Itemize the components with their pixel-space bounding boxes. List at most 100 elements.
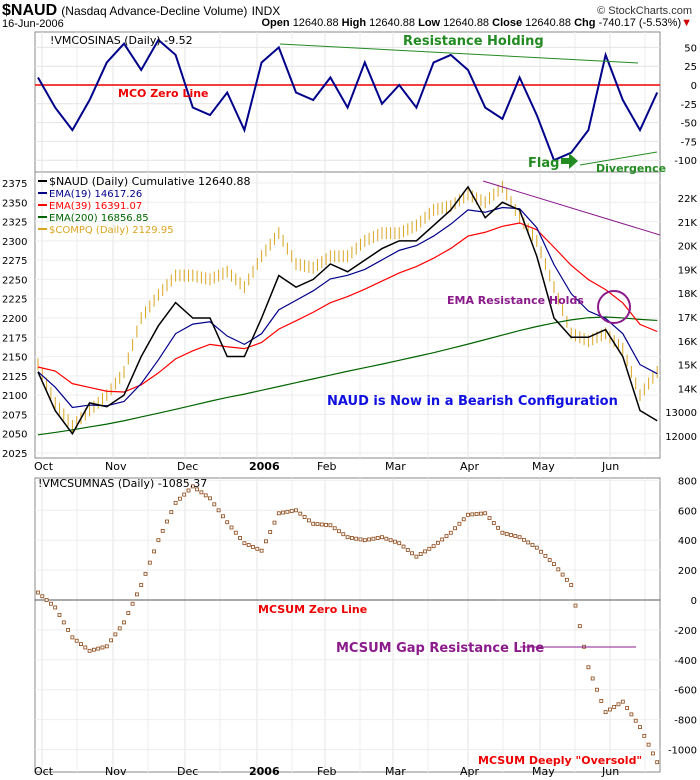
mcsum-point xyxy=(509,533,513,537)
y-tick-label: 0 xyxy=(691,81,697,92)
mcsum-point xyxy=(255,546,260,551)
legend-label: EMA(39) 16391.07 xyxy=(49,201,142,212)
mcsum-point xyxy=(165,519,169,524)
mcsum-point xyxy=(104,644,109,649)
right-tick-label: 15K xyxy=(678,361,698,372)
mcsum-point xyxy=(130,601,135,606)
right-tick-label: 13000 xyxy=(665,408,697,419)
mcsum-point xyxy=(311,521,316,526)
mcsum-point xyxy=(208,496,212,501)
down-arrow-icon: ▼ xyxy=(681,17,692,29)
panel-1 xyxy=(34,31,661,173)
left-tick-label: 2250 xyxy=(2,275,27,286)
x-tick-label: Nov xyxy=(105,765,127,778)
mcsum-point xyxy=(539,549,543,554)
mcsum-point xyxy=(315,522,320,527)
y-tick-label: 200 xyxy=(678,566,697,577)
mcsum-point xyxy=(294,508,298,513)
close-label: Close xyxy=(492,17,523,29)
mcsum-point xyxy=(522,537,526,542)
mcsum-point xyxy=(53,605,58,610)
left-tick-label: 2350 xyxy=(2,198,27,209)
mcsum-point xyxy=(418,552,423,556)
annotation-oversold: MCSUM Deeply "Oversold" xyxy=(478,754,642,767)
right-tick-label: 20K xyxy=(678,242,698,253)
mcsum-point xyxy=(354,536,359,541)
mcsum-point xyxy=(435,540,440,545)
y-tick-label: 600 xyxy=(678,506,697,517)
mcsum-point xyxy=(246,543,251,547)
legend-label: $COMPQ (Daily) 2129.95 xyxy=(49,225,174,236)
mcsum-point xyxy=(629,712,634,717)
mcsum-point xyxy=(160,528,165,533)
left-tick-label: 2275 xyxy=(2,256,27,267)
mcsum-point xyxy=(70,635,75,640)
annotation-gap-resistance: MCSUM Gap Resistance Line xyxy=(336,641,544,656)
right-tick-label: 18K xyxy=(678,289,698,300)
mcsum-point xyxy=(453,526,458,531)
mcsum-point xyxy=(173,500,178,505)
left-tick-label: 2175 xyxy=(2,333,27,344)
x-tick-label: Feb xyxy=(317,765,336,778)
right-tick-label: 22K xyxy=(678,194,698,205)
mcsum-point xyxy=(612,704,617,709)
mcsum-point xyxy=(483,511,488,516)
resistance-trendline xyxy=(279,43,639,64)
legend-swatch xyxy=(38,216,47,218)
ema-resistance-circle xyxy=(597,290,631,324)
high-label: High xyxy=(341,17,367,29)
annotation-divergence: Divergence xyxy=(596,162,666,175)
mcsum-point xyxy=(573,603,578,608)
mcsum-point xyxy=(195,487,200,492)
legend-label: EMA(200) 16856.85 xyxy=(49,213,149,224)
left-tick-label: 2225 xyxy=(2,295,27,306)
mcsum-point xyxy=(427,546,432,551)
x-tick-label: Oct xyxy=(34,460,54,473)
y-tick-label: 0 xyxy=(691,596,697,607)
x-tick-label: Mar xyxy=(385,765,406,778)
series-ema-39- xyxy=(37,222,658,393)
mcsum-point xyxy=(40,594,45,599)
y-tick-label: -50 xyxy=(681,119,697,130)
x-tick-label: Nov xyxy=(105,460,127,473)
chart-date: 16-Jun-2006 xyxy=(2,18,64,30)
mcsum-point xyxy=(642,733,647,738)
y-tick-label: 800 xyxy=(678,476,697,487)
mcsum-point xyxy=(324,522,329,527)
x-tick-label: 2006 xyxy=(249,765,280,778)
mcsum-point xyxy=(633,718,638,723)
mcsum-point xyxy=(392,539,397,544)
mcsum-point xyxy=(233,530,238,535)
y-tick-label: 50 xyxy=(684,43,697,54)
mcsum-point xyxy=(470,512,475,517)
mcsum-point xyxy=(388,538,393,543)
mcsum-point xyxy=(96,646,101,651)
legend-label: $NAUD (Daily) Cumulative 12640.88 xyxy=(49,175,250,188)
panel-2 xyxy=(34,171,661,459)
x-tick-label: Dec xyxy=(177,460,198,473)
mco-line xyxy=(37,38,659,162)
mco-legend: !VMCOSINAS (Daily) -9.52 xyxy=(50,34,193,47)
mcsum-point xyxy=(276,511,281,516)
mcsum-point xyxy=(229,525,234,530)
open-value: 12640.88 xyxy=(292,17,339,29)
mcsum-legend: !VMCSUMNAS (Daily) -1085.37 xyxy=(38,477,207,490)
mcsum-point xyxy=(263,539,268,544)
mcsum-point xyxy=(362,538,367,543)
x-tick-label: Apr xyxy=(460,765,480,778)
y-tick-label: 400 xyxy=(678,536,697,547)
mcsum-point xyxy=(49,601,53,606)
x-tick-label: May xyxy=(532,765,555,778)
mcsum-point xyxy=(461,517,466,522)
right-tick-label: 21K xyxy=(678,218,698,229)
left-tick-label: 2150 xyxy=(2,353,27,364)
x-tick-label: Oct xyxy=(34,765,54,778)
left-tick-label: 2300 xyxy=(2,237,27,248)
x-tick-label: Jun xyxy=(601,460,619,473)
mcsum-point xyxy=(238,536,243,540)
mcsum-point xyxy=(526,540,531,545)
mcsum-point xyxy=(147,560,152,565)
y-tick-label: -600 xyxy=(674,686,697,697)
x-tick-label: May xyxy=(532,460,555,473)
